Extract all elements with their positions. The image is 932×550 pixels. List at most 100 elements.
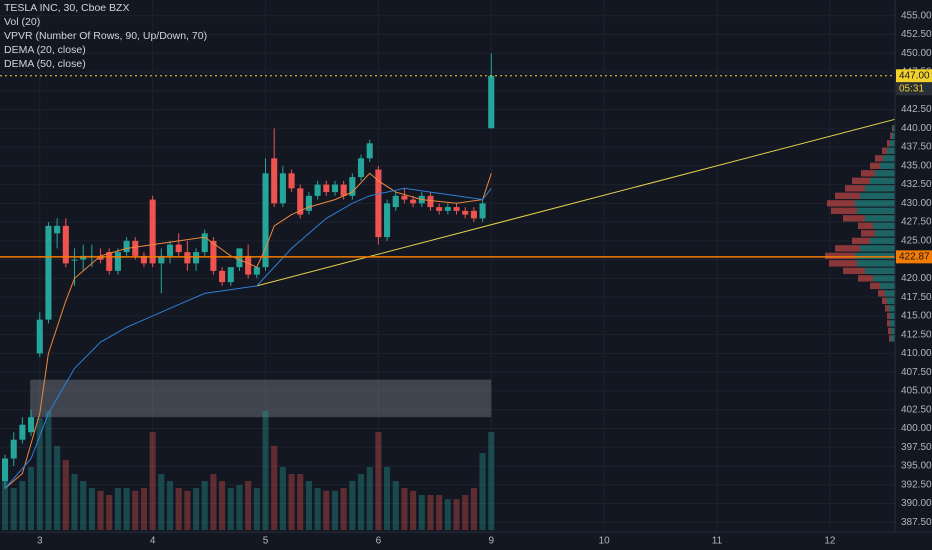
vpvr-up [887, 147, 895, 155]
y-tick-label: 452.50 [901, 29, 932, 40]
vpvr-down [843, 215, 865, 222]
volume-bar [175, 488, 182, 530]
candle-body [227, 267, 234, 283]
chart-title: TESLA INC, 30, Cboe BZX [4, 2, 129, 14]
y-tick-label: 420.00 [901, 273, 932, 284]
candle-body [288, 173, 295, 189]
vpvr-up [885, 290, 895, 297]
volume-bar [210, 474, 217, 530]
dema-line [4, 172, 492, 489]
vpvr-down [835, 245, 860, 252]
volume-bar [357, 474, 365, 530]
candle-body [10, 439, 17, 459]
vpvr-down [892, 125, 893, 132]
vpvr-down [875, 155, 883, 162]
y-tick-label: 412.50 [901, 329, 932, 340]
candle-body [253, 267, 260, 275]
y-tick-label: 435.00 [901, 160, 932, 171]
volume-bar [88, 488, 95, 530]
x-tick-label: 5 [263, 536, 269, 547]
price-label: 447.00 [899, 70, 930, 81]
candle-body [392, 195, 399, 208]
volume-bar [262, 411, 269, 530]
volume-bar [392, 481, 399, 530]
candle-body [384, 203, 391, 238]
candle-body [97, 255, 104, 260]
candle-body [375, 169, 382, 238]
candle-body [132, 240, 139, 256]
candle-body [323, 184, 330, 193]
candle-body [262, 173, 269, 268]
vpvr-down [878, 290, 885, 297]
volume-bar [219, 481, 226, 530]
candle-body [314, 184, 321, 196]
volume-bar [436, 495, 443, 530]
y-tick-label: 425.00 [901, 236, 932, 247]
vpvr-up [860, 245, 895, 252]
volume-bar [488, 432, 495, 530]
indicator-label: DEMA (20, close) [4, 44, 86, 56]
volume-bar [97, 490, 104, 530]
volume-bar [227, 488, 234, 530]
vpvr-up [890, 140, 895, 147]
candle-body [410, 199, 417, 204]
vpvr-up [883, 155, 895, 162]
candle-body [54, 225, 61, 234]
vpvr-up [889, 305, 895, 312]
candle-body [36, 319, 43, 354]
volume-bar [71, 474, 78, 530]
candle-body [71, 259, 78, 261]
vpvr-down [845, 185, 865, 192]
vpvr-down [882, 147, 887, 155]
candle-body [114, 252, 121, 271]
volume-bar [80, 481, 87, 530]
candle-body [219, 270, 226, 283]
volume-bar [123, 488, 130, 530]
vpvr-down [870, 282, 880, 290]
volume-bar [375, 432, 382, 530]
y-tick-label: 400.00 [901, 423, 932, 434]
volume-bar [453, 499, 460, 530]
price-label: 422.87 [899, 251, 930, 262]
volume-bar [366, 467, 373, 530]
vpvr-down [870, 162, 880, 170]
candle-body [80, 255, 87, 260]
vpvr-down [858, 222, 873, 230]
volume-bar [54, 446, 61, 530]
vpvr-down [852, 177, 870, 185]
candle-body [210, 240, 217, 271]
candle-body [279, 173, 286, 204]
vpvr-down [887, 320, 890, 327]
y-tick-label: 395.00 [901, 461, 932, 472]
volume-bar [62, 460, 69, 530]
candle-body [140, 255, 147, 264]
volume-bar [158, 474, 165, 530]
candle-body [158, 255, 165, 264]
candle-body [193, 252, 200, 264]
vpvr-up [857, 260, 895, 267]
candle-body [453, 207, 460, 211]
y-tick-label: 405.00 [901, 386, 932, 397]
y-tick-label: 407.50 [901, 367, 932, 378]
x-tick-label: 10 [599, 536, 611, 547]
candle-body [236, 248, 243, 268]
vpvr-down [890, 132, 892, 140]
volume-bar [297, 474, 304, 530]
volume-bar [45, 411, 52, 530]
vpvr-up [873, 275, 895, 282]
y-tick-label: 430.00 [901, 198, 932, 209]
volume-bar [418, 495, 425, 530]
candle-body [357, 158, 365, 178]
zone-box [30, 379, 492, 418]
vpvr-down [861, 170, 875, 177]
volume-bar [132, 490, 139, 530]
x-tick-label: 9 [488, 536, 494, 547]
vpvr-up [870, 237, 895, 245]
candle-body [271, 158, 278, 204]
axes: 387.50 390.00 392.50 395.00 397.50 400.00 402.… [37, 10, 932, 547]
volume-bar [149, 432, 156, 530]
volume-bar [462, 495, 469, 530]
x-tick-label: 12 [824, 536, 836, 547]
volume-bar [470, 488, 477, 530]
vpvr-up [865, 267, 895, 275]
